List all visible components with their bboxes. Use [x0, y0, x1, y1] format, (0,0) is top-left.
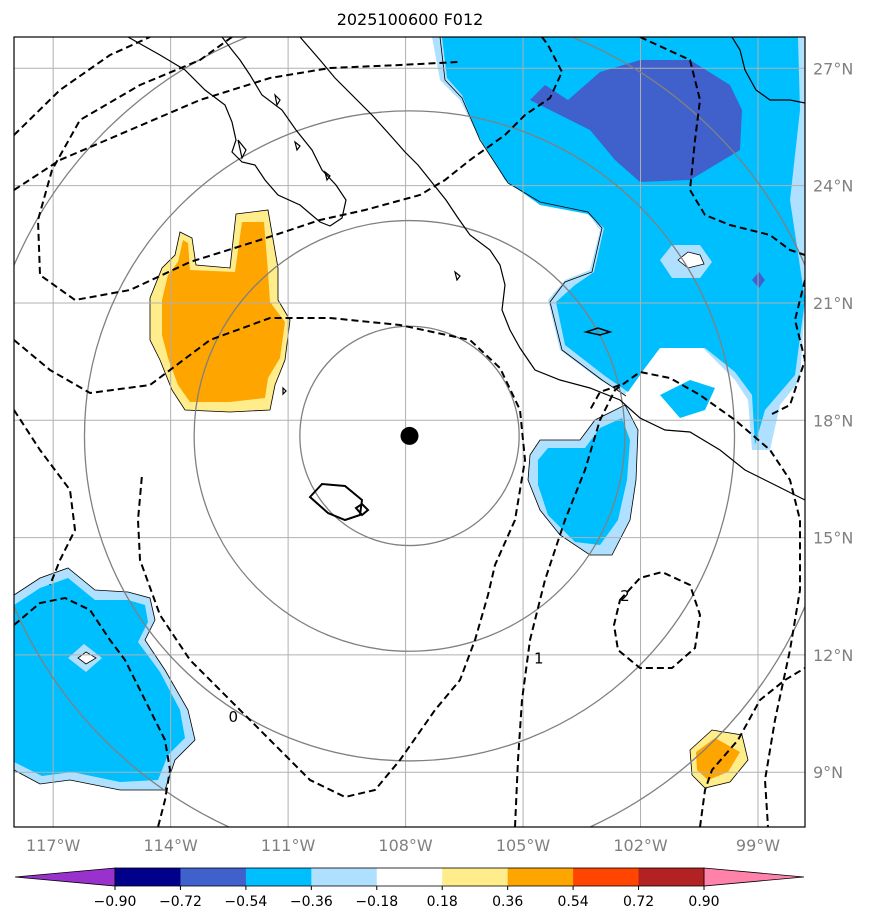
outline-sw: [14, 567, 196, 791]
outline-ce: [527, 404, 639, 556]
outline-ne: [439, 37, 627, 397]
colorbar-tick-label-6: 0.36: [492, 894, 523, 910]
lon-tick-label-0: 117°W: [26, 836, 81, 855]
contour-nw-loop: [14, 37, 564, 302]
range-rings: [14, 37, 805, 827]
contour-se-sweep: [699, 667, 805, 827]
lon-tick-label-2: 111°W: [261, 836, 316, 855]
contour-negative-small: [354, 502, 370, 517]
coast-island-a: [293, 140, 301, 152]
colorbar-tick-label-4: −0.18: [355, 894, 398, 910]
colorbar-tick-label-1: −0.72: [159, 894, 202, 910]
lat-tick-label-4: 21°N: [813, 294, 853, 313]
lon-tick-label-4: 105°W: [496, 836, 551, 855]
outline-sw-inner: [77, 651, 97, 665]
outline-w: [149, 209, 291, 413]
lat-tick-label-0: 9°N: [813, 763, 843, 782]
colorbar-frame: [114, 867, 705, 887]
lon-tick-label-3: 108°W: [378, 836, 433, 855]
coast-island-e: [274, 93, 281, 107]
colorbar-tick-label-8: 0.72: [623, 894, 654, 910]
contour-west-edge: [14, 409, 77, 586]
longitude-tick-labels: 117°W 114°W 111°W 108°W 105°W 102°W 99°W: [26, 836, 780, 855]
coast-tiburon: [237, 139, 247, 160]
colorbar-extend-low: [14, 867, 116, 887]
colorbar-bin-3: [311, 868, 378, 886]
coast-island-c: [453, 270, 461, 282]
colorbar: −0.90 −0.72 −0.54 −0.36 −0.18 0.18 0.36 0.54 0.7…: [14, 867, 805, 910]
lon-tick-label-5: 102°W: [613, 836, 668, 855]
colorbar-tick-label-3: −0.36: [290, 894, 333, 910]
range-ring-2: [83, 110, 736, 762]
shade-ne-gap-blue: [660, 380, 715, 418]
coast-baja-peninsula: [127, 37, 347, 227]
colorbar-bin-0: [115, 868, 181, 886]
colorbar-bin-6: [507, 868, 574, 886]
shade-outlines: [14, 37, 749, 791]
contour-label-0: 0: [229, 708, 239, 726]
contour-negative-loop: [308, 482, 364, 522]
colorbar-tick-label-5: 0.18: [427, 894, 458, 910]
contour-closed-2: [612, 570, 702, 669]
shade-w-orange: [162, 222, 285, 402]
plot-frame: [13, 36, 806, 828]
colorbar-tick-label-0: −0.90: [94, 894, 137, 910]
solid-contours: [308, 327, 613, 522]
lon-tick-label-1: 114°W: [143, 836, 198, 855]
coast-gulf-east: [731, 37, 805, 104]
shaded-anomaly-fields: [14, 37, 805, 790]
shade-ne-dark: [530, 60, 742, 182]
contour-east-loop: [589, 279, 805, 416]
lat-tick-label-1: 12°N: [813, 646, 853, 665]
contour-labels: 0 1 2: [229, 587, 630, 726]
shade-sw-blue: [14, 578, 185, 782]
contour-ne-small: [583, 327, 613, 336]
shade-se-orange: [696, 738, 740, 780]
contour-label-1: 1: [534, 649, 544, 667]
outline-se: [689, 729, 749, 789]
lat-tick-label-5: 24°N: [813, 177, 853, 196]
colorbar-tick-label-7: 0.54: [558, 894, 589, 910]
lat-tick-label-2: 15°N: [813, 529, 853, 548]
contour-east-sweep: [514, 370, 801, 827]
coastlines: [127, 37, 805, 501]
coast-island-b: [323, 170, 331, 182]
contour-large-closed: [14, 317, 527, 799]
range-ring-1: [193, 219, 626, 652]
contour-label-2: 2: [620, 587, 630, 605]
colorbar-bin-2: [245, 868, 312, 886]
colorbar-bin-8: [638, 868, 705, 886]
colorbar-bin-1: [180, 868, 247, 886]
colorbar-tick-label-2: −0.54: [224, 894, 267, 910]
colorbar-extend-high: [703, 867, 805, 887]
map-plot: 0 1 2: [14, 37, 805, 827]
contour-ne-inner: [639, 37, 805, 256]
coast-mainland: [299, 37, 805, 501]
storm-center-marker: [400, 426, 419, 445]
lat-tick-label-3: 18°N: [813, 411, 853, 430]
shade-ce-blue: [538, 418, 630, 545]
contour-north-mid: [14, 61, 459, 191]
colorbar-bin-7: [573, 868, 640, 886]
contour-sw: [14, 596, 172, 827]
colorbar-tick-label-9: 0.90: [688, 894, 719, 910]
coast-island-d: [282, 386, 287, 396]
latitude-tick-labels: 9°N 12°N 15°N 18°N 21°N 24°N 27°N: [813, 59, 853, 782]
shade-ne-inner-white: [678, 252, 704, 268]
colorbar-bin-4: [376, 868, 443, 886]
map-title: 2025100600 F012: [336, 10, 484, 29]
lat-tick-label-6: 27°N: [813, 59, 853, 78]
dashed-contours: [14, 37, 805, 827]
colorbar-bin-5: [442, 868, 509, 886]
lon-tick-label-6: 99°W: [736, 836, 780, 855]
